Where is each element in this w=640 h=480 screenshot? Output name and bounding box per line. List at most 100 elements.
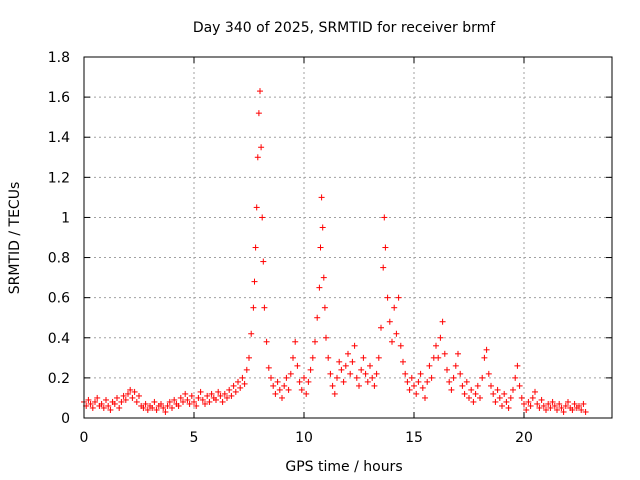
- data-point: [195, 394, 202, 401]
- data-point: [371, 382, 378, 389]
- data-point: [276, 386, 283, 393]
- data-point: [136, 392, 142, 399]
- data-point: [177, 394, 184, 401]
- y-tick-label: 1.8: [48, 50, 70, 66]
- data-point: [543, 406, 549, 413]
- data-point: [380, 264, 387, 271]
- data-point: [479, 374, 486, 381]
- data-point: [237, 384, 244, 391]
- data-point: [309, 354, 316, 361]
- data-point: [320, 274, 327, 281]
- data-point: [562, 402, 569, 409]
- data-point: [558, 404, 565, 411]
- data-point: [312, 338, 318, 345]
- data-point: [252, 244, 259, 251]
- data-point: [323, 334, 329, 341]
- data-point: [202, 400, 208, 407]
- data-point: [258, 144, 265, 151]
- data-point: [483, 346, 490, 353]
- data-point: [232, 388, 239, 395]
- data-point: [144, 406, 151, 413]
- data-point: [477, 394, 483, 401]
- data-point: [501, 390, 508, 397]
- data-point: [521, 400, 527, 407]
- data-point: [481, 354, 488, 361]
- data-point: [103, 396, 109, 403]
- data-point: [349, 358, 356, 365]
- data-point: [180, 398, 186, 405]
- data-point: [503, 398, 510, 405]
- data-point: [251, 278, 258, 285]
- data-point: [140, 404, 147, 411]
- data-point: [433, 342, 439, 349]
- data-point: [358, 366, 365, 373]
- data-point: [325, 354, 332, 361]
- x-tick-labels: 0 5 10 15 20: [80, 430, 533, 446]
- data-point: [171, 396, 178, 403]
- data-point: [499, 402, 505, 409]
- data-point: [338, 366, 345, 373]
- data-point: [321, 304, 328, 311]
- data-point: [463, 378, 470, 385]
- x-tick-label: 0: [80, 430, 89, 446]
- data-point: [301, 374, 307, 381]
- data-point: [448, 386, 455, 393]
- data-point: [120, 392, 127, 399]
- axis-ticks: [83, 56, 612, 419]
- data-point: [367, 362, 373, 369]
- data-point: [351, 342, 358, 349]
- data-point: [169, 404, 175, 411]
- data-point: [375, 354, 382, 361]
- data-point: [378, 324, 384, 331]
- data-point: [158, 400, 164, 407]
- y-axis-label: SRMTID / TECUs: [7, 182, 23, 295]
- data-point: [107, 406, 114, 413]
- data-point: [334, 374, 340, 381]
- data-point: [560, 408, 567, 415]
- data-point: [413, 390, 420, 397]
- data-point: [230, 382, 237, 389]
- data-point: [296, 378, 303, 385]
- data-point: [490, 390, 497, 397]
- data-point: [353, 374, 360, 381]
- data-point: [400, 358, 406, 365]
- data-point: [428, 374, 435, 381]
- y-tick-label: 1.4: [48, 130, 70, 146]
- data-point: [411, 382, 417, 389]
- data-point: [153, 406, 160, 413]
- data-point: [188, 392, 195, 399]
- data-point: [408, 374, 415, 381]
- data-point: [459, 382, 466, 389]
- data-point: [125, 390, 131, 397]
- data-point: [316, 284, 323, 291]
- data-point: [556, 400, 563, 407]
- data-point: [384, 294, 391, 301]
- y-tick-label: 0.6: [48, 291, 70, 307]
- x-tick-label: 20: [515, 430, 533, 446]
- data-point: [389, 338, 395, 345]
- data-point: [426, 362, 433, 369]
- data-point: [516, 382, 523, 389]
- data-point: [285, 386, 292, 393]
- data-point: [241, 380, 248, 387]
- y-tick-labels: 0 0.2 0.4 0.6 0.8 1 1.2 1.4 1.6 1.8: [48, 50, 70, 427]
- data-point: [272, 390, 279, 397]
- data-point: [336, 358, 343, 365]
- data-point: [364, 378, 371, 385]
- data-point: [287, 370, 294, 377]
- data-point: [576, 402, 582, 409]
- data-point: [253, 204, 260, 211]
- data-point: [248, 330, 255, 337]
- data-point: [246, 354, 252, 361]
- data-point: [439, 318, 446, 325]
- y-tick-label: 0.8: [48, 251, 70, 267]
- data-point: [532, 388, 538, 395]
- data-point: [551, 402, 558, 409]
- data-point: [206, 398, 213, 405]
- data-point: [450, 374, 457, 381]
- data-point: [457, 370, 464, 377]
- data-point: [114, 394, 120, 401]
- y-tick-label: 1.6: [48, 90, 70, 106]
- data-point: [342, 362, 349, 369]
- data-points: [81, 88, 589, 415]
